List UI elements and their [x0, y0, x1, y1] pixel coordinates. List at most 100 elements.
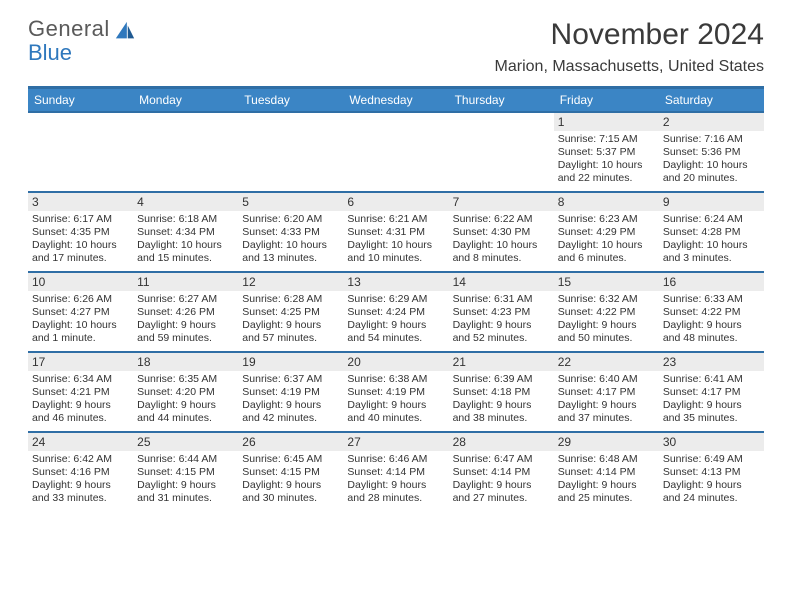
sunset-text: Sunset: 4:22 PM: [663, 306, 760, 319]
day-number: 23: [659, 353, 764, 371]
day-cell: 2Sunrise: 7:16 AMSunset: 5:36 PMDaylight…: [659, 113, 764, 191]
daylight-text: Daylight: 9 hours: [137, 319, 234, 332]
sunset-text: Sunset: 5:36 PM: [663, 146, 760, 159]
day-number: 11: [133, 273, 238, 291]
day-info: Sunrise: 7:16 AMSunset: 5:36 PMDaylight:…: [663, 133, 760, 186]
day-info: Sunrise: 6:24 AMSunset: 4:28 PMDaylight:…: [663, 213, 760, 266]
brand-logo: General Blue: [28, 18, 136, 64]
day-info: Sunrise: 6:35 AMSunset: 4:20 PMDaylight:…: [137, 373, 234, 426]
day-cell: 26 Sunrise: 6:45 AMSunset: 4:15 PMDayligh…: [238, 433, 343, 511]
daylight-text: Daylight: 10 hours: [32, 319, 129, 332]
day-info: Sunrise: 6:18 AMSunset: 4:34 PMDaylight:…: [137, 213, 234, 266]
daylight-text: and 20 minutes.: [663, 172, 760, 185]
day-cell: 29Sunrise: 6:48 AMSunset: 4:14 PMDayligh…: [554, 433, 659, 511]
day-cell: 10 Sunrise: 6:26 AMSunset: 4:27 PMDayligh…: [28, 273, 133, 351]
sunset-text: Sunset: 4:14 PM: [558, 466, 655, 479]
day-info: Sunrise: 7:15 AMSunset: 5:37 PMDaylight:…: [558, 133, 655, 186]
daylight-text: and 10 minutes.: [347, 252, 444, 265]
dow-monday: Monday: [133, 89, 238, 111]
day-cell: 23 Sunrise: 6:41 AMSunset: 4:17 PMDayligh…: [659, 353, 764, 431]
day-number: 19: [238, 353, 343, 371]
day-info: Sunrise: 6:20 AMSunset: 4:33 PMDaylight:…: [242, 213, 339, 266]
day-cell: 1Sunrise: 7:15 AMSunset: 5:37 PMDaylight…: [554, 113, 659, 191]
brand-word-1: General: [28, 18, 110, 40]
daylight-text: Daylight: 9 hours: [453, 399, 550, 412]
daylight-text: Daylight: 9 hours: [137, 479, 234, 492]
sunset-text: Sunset: 4:15 PM: [242, 466, 339, 479]
sunset-text: Sunset: 4:15 PM: [137, 466, 234, 479]
daylight-text: Daylight: 9 hours: [558, 399, 655, 412]
day-cell: 16Sunrise: 6:33 AMSunset: 4:22 PMDayligh…: [659, 273, 764, 351]
sunrise-text: Sunrise: 6:48 AM: [558, 453, 655, 466]
day-info: Sunrise: 6:49 AMSunset: 4:13 PMDaylight:…: [663, 453, 760, 506]
daylight-text: and 57 minutes.: [242, 332, 339, 345]
day-number: 30: [659, 433, 764, 451]
day-number: 8: [554, 193, 659, 211]
sunset-text: Sunset: 4:19 PM: [347, 386, 444, 399]
sunset-text: Sunset: 4:24 PM: [347, 306, 444, 319]
sunrise-text: Sunrise: 6:23 AM: [558, 213, 655, 226]
daylight-text: and 33 minutes.: [32, 492, 129, 505]
sunrise-text: Sunrise: 6:29 AM: [347, 293, 444, 306]
day-cell: 21Sunrise: 6:39 AMSunset: 4:18 PMDayligh…: [449, 353, 554, 431]
sunrise-text: Sunrise: 6:20 AM: [242, 213, 339, 226]
day-cell: 7Sunrise: 6:22 AMSunset: 4:30 PMDaylight…: [449, 193, 554, 271]
week-row: 10 Sunrise: 6:26 AMSunset: 4:27 PMDayligh…: [28, 271, 764, 351]
daylight-text: Daylight: 10 hours: [453, 239, 550, 252]
day-info: Sunrise: 6:45 AMSunset: 4:15 PMDaylight:…: [242, 453, 339, 506]
day-number: 3: [28, 193, 133, 211]
day-info: Sunrise: 6:41 AMSunset: 4:17 PMDaylight:…: [663, 373, 760, 426]
daylight-text: and 28 minutes.: [347, 492, 444, 505]
sunrise-text: Sunrise: 7:15 AM: [558, 133, 655, 146]
daylight-text: and 44 minutes.: [137, 412, 234, 425]
sunrise-text: Sunrise: 6:22 AM: [453, 213, 550, 226]
calendar-grid: Sunday Monday Tuesday Wednesday Thursday…: [28, 86, 764, 511]
day-number: 16: [659, 273, 764, 291]
sunrise-text: Sunrise: 6:18 AM: [137, 213, 234, 226]
day-info: Sunrise: 6:32 AMSunset: 4:22 PMDaylight:…: [558, 293, 655, 346]
week-row: 24Sunrise: 6:42 AMSunset: 4:16 PMDayligh…: [28, 431, 764, 511]
dow-saturday: Saturday: [659, 89, 764, 111]
dow-friday: Friday: [554, 89, 659, 111]
daylight-text: Daylight: 9 hours: [32, 479, 129, 492]
day-info: Sunrise: 6:37 AMSunset: 4:19 PMDaylight:…: [242, 373, 339, 426]
sunrise-text: Sunrise: 6:45 AM: [242, 453, 339, 466]
day-number: 10: [28, 273, 133, 291]
daylight-text: Daylight: 10 hours: [32, 239, 129, 252]
sunset-text: Sunset: 4:16 PM: [32, 466, 129, 479]
day-cell: 20Sunrise: 6:38 AMSunset: 4:19 PMDayligh…: [343, 353, 448, 431]
daylight-text: and 3 minutes.: [663, 252, 760, 265]
daylight-text: and 13 minutes.: [242, 252, 339, 265]
day-number: 26: [238, 433, 343, 451]
day-info: Sunrise: 6:47 AMSunset: 4:14 PMDaylight:…: [453, 453, 550, 506]
sunset-text: Sunset: 4:35 PM: [32, 226, 129, 239]
day-number: 15: [554, 273, 659, 291]
day-cell: 13Sunrise: 6:29 AMSunset: 4:24 PMDayligh…: [343, 273, 448, 351]
daylight-text: Daylight: 10 hours: [347, 239, 444, 252]
day-cell: 6Sunrise: 6:21 AMSunset: 4:31 PMDaylight…: [343, 193, 448, 271]
daylight-text: and 6 minutes.: [558, 252, 655, 265]
daylight-text: Daylight: 9 hours: [663, 319, 760, 332]
daylight-text: and 24 minutes.: [663, 492, 760, 505]
day-cell: 3Sunrise: 6:17 AMSunset: 4:35 PMDaylight…: [28, 193, 133, 271]
day-info: Sunrise: 6:23 AMSunset: 4:29 PMDaylight:…: [558, 213, 655, 266]
day-info: Sunrise: 6:22 AMSunset: 4:30 PMDaylight:…: [453, 213, 550, 266]
sunset-text: Sunset: 4:14 PM: [347, 466, 444, 479]
daylight-text: and 52 minutes.: [453, 332, 550, 345]
daylight-text: and 22 minutes.: [558, 172, 655, 185]
day-info: Sunrise: 6:34 AMSunset: 4:21 PMDaylight:…: [32, 373, 129, 426]
day-cell: 8 Sunrise: 6:23 AMSunset: 4:29 PMDaylight…: [554, 193, 659, 271]
day-number: 9: [659, 193, 764, 211]
daylight-text: Daylight: 10 hours: [558, 239, 655, 252]
day-cell: 4Sunrise: 6:18 AMSunset: 4:34 PMDaylight…: [133, 193, 238, 271]
daylight-text: Daylight: 9 hours: [453, 319, 550, 332]
sunrise-text: Sunrise: 6:31 AM: [453, 293, 550, 306]
day-info: Sunrise: 6:42 AMSunset: 4:16 PMDaylight:…: [32, 453, 129, 506]
day-info: Sunrise: 6:26 AMSunset: 4:27 PMDaylight:…: [32, 293, 129, 346]
daylight-text: and 42 minutes.: [242, 412, 339, 425]
daylight-text: and 37 minutes.: [558, 412, 655, 425]
daylight-text: and 38 minutes.: [453, 412, 550, 425]
day-number: 6: [343, 193, 448, 211]
day-number: 14: [449, 273, 554, 291]
day-info: Sunrise: 6:40 AMSunset: 4:17 PMDaylight:…: [558, 373, 655, 426]
